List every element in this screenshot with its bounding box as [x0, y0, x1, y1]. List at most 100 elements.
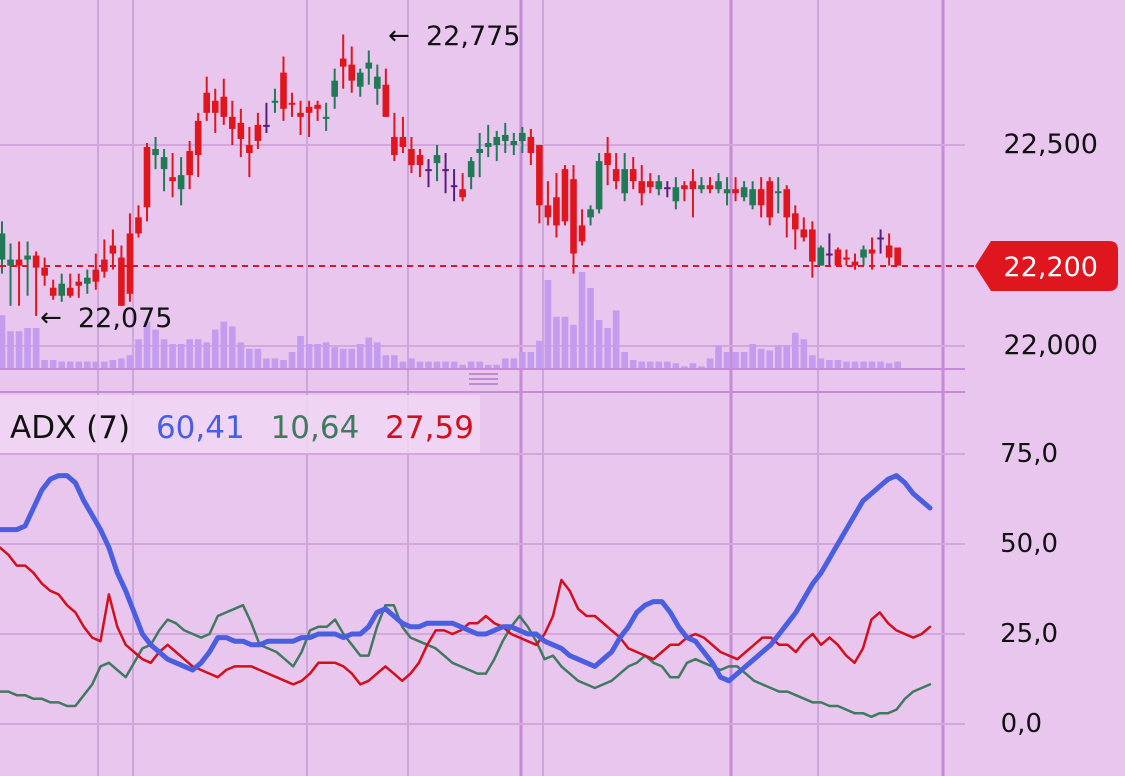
- volume-bar: [322, 342, 330, 368]
- candle-body: [612, 169, 620, 182]
- candle: [348, 46, 356, 93]
- volume-bar: [92, 361, 100, 368]
- indicator-tick-0: 0,0: [1001, 709, 1042, 739]
- candle: [49, 279, 57, 300]
- volume-bar: [493, 364, 501, 368]
- volume-bar: [49, 360, 57, 368]
- candle: [800, 217, 808, 242]
- candle-body: [237, 122, 245, 139]
- indicator-legend: ADX (7) 60,41 10,64 27,59: [10, 410, 474, 446]
- volume-bar: [211, 329, 219, 368]
- volume-bar: [237, 342, 245, 368]
- candle-body: [229, 116, 236, 129]
- volume-bar: [757, 348, 765, 368]
- candle-body: [595, 161, 603, 210]
- candle: [416, 149, 424, 178]
- candle: [246, 126, 253, 178]
- candle: [143, 142, 151, 222]
- candle-body: [220, 96, 228, 117]
- candle-body: [271, 100, 279, 103]
- volume-bar: [766, 350, 773, 368]
- candle-body: [672, 187, 680, 202]
- candle: [425, 159, 432, 188]
- candle: [587, 205, 594, 226]
- candle: [280, 56, 287, 121]
- candle-body: [254, 124, 262, 141]
- candle-body: [493, 136, 501, 145]
- volume-bar: [604, 328, 611, 368]
- candle-body: [791, 213, 799, 230]
- candle-body: [774, 191, 782, 194]
- volume-bar: [118, 358, 125, 368]
- candle-body: [41, 267, 48, 276]
- candle-body: [749, 189, 756, 206]
- candle-body: [382, 84, 390, 117]
- candle-body: [800, 229, 808, 238]
- candle-body: [7, 259, 14, 266]
- panel-resize-handle[interactable]: [469, 373, 498, 385]
- volume-bar: [433, 361, 441, 368]
- volume-bar: [374, 342, 381, 368]
- volume-bar: [280, 360, 287, 368]
- candle: [664, 181, 671, 198]
- candle-body: [331, 80, 338, 97]
- volume-bar: [109, 360, 117, 368]
- volume-bar: [536, 340, 543, 368]
- candle-body: [0, 233, 6, 260]
- volume-bar: [160, 339, 168, 368]
- volume-bar: [706, 358, 714, 368]
- candle: [476, 132, 483, 178]
- high-label: 22,775: [426, 21, 520, 52]
- candle-body: [203, 92, 211, 113]
- candle-body: [58, 283, 66, 296]
- candle: [442, 153, 449, 194]
- candle-body: [356, 72, 364, 87]
- volume-bar: [561, 316, 569, 368]
- candle: [203, 76, 211, 121]
- candle: [41, 257, 48, 286]
- candle-body: [723, 189, 731, 194]
- volume-bar: [527, 352, 535, 368]
- candle-body: [297, 112, 304, 117]
- candle: [706, 177, 714, 194]
- candle-body: [305, 106, 313, 113]
- minus-di-value: 27,59: [385, 410, 474, 446]
- candle: [399, 116, 407, 154]
- candle: [757, 177, 765, 218]
- volume-bar: [476, 361, 483, 368]
- volume-bar: [450, 361, 458, 368]
- candle: [774, 177, 782, 214]
- volume-bar: [15, 331, 23, 368]
- candle-body: [211, 100, 219, 113]
- volume-bar: [246, 348, 253, 368]
- candle-body: [126, 233, 134, 294]
- volume-bar: [826, 360, 833, 368]
- indicator-tick-50: 50,0: [1000, 529, 1058, 559]
- volume-bar: [809, 355, 816, 368]
- volume-bar: [868, 361, 876, 368]
- candle: [15, 241, 23, 306]
- volume-bar: [877, 361, 884, 368]
- candle-body: [467, 161, 475, 178]
- candle: [391, 112, 398, 162]
- candle: [783, 185, 791, 238]
- volume-bar: [774, 345, 782, 368]
- candle: [237, 108, 245, 158]
- volume-bar: [484, 364, 492, 368]
- candle: [578, 209, 586, 246]
- candle-body: [536, 145, 543, 206]
- candle: [860, 245, 867, 266]
- candle: [493, 130, 501, 162]
- volume-bar: [408, 358, 415, 368]
- volume-bar: [612, 310, 620, 368]
- indicator-lines: [0, 473, 933, 719]
- volume-bar: [570, 324, 577, 368]
- volume-bar: [356, 344, 364, 368]
- candle: [723, 177, 731, 206]
- current-price-badge: [975, 241, 1118, 291]
- candle: [109, 229, 117, 270]
- candle: [186, 140, 193, 190]
- candle: [211, 88, 219, 133]
- candle-body: [783, 189, 791, 218]
- candle-body: [160, 157, 168, 170]
